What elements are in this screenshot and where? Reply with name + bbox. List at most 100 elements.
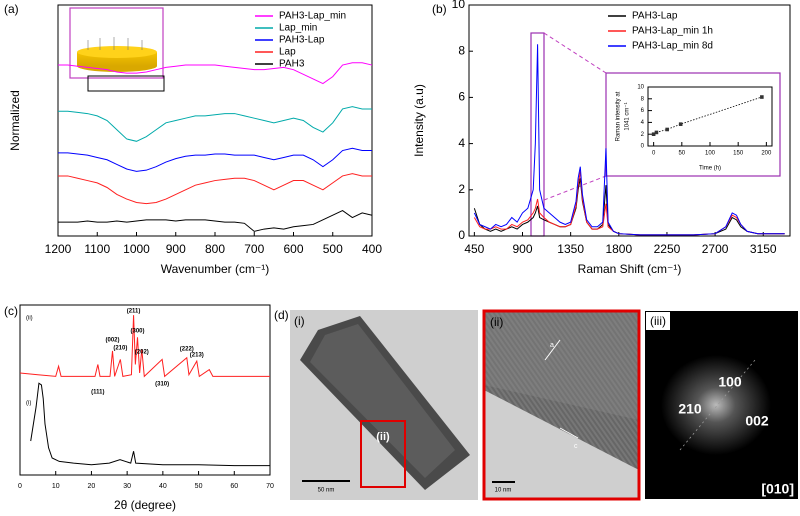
series-label: (i) [26, 401, 31, 407]
direction-label: c [574, 443, 578, 450]
x-axis-label: Raman Shift (cm⁻¹) [578, 262, 682, 276]
x-tick-label: 3150 [750, 242, 777, 256]
x-tick-label: 600 [283, 242, 303, 256]
panel-label: (d) [274, 308, 289, 322]
legend-label: Lap [279, 47, 296, 58]
peak-label: (310) [155, 382, 169, 388]
x-tick-label: 0 [18, 483, 22, 490]
image-label: (i) [294, 314, 305, 328]
image-label: (ii) [490, 315, 503, 329]
x-tick-label: 500 [323, 242, 343, 256]
direction-label: a [550, 342, 554, 349]
x-tick-label: 20 [88, 483, 96, 490]
legend-label: PAH3-Lap_min 1h [632, 26, 713, 37]
legend-label: PAH3-Lap_min [279, 11, 346, 22]
series-line [473, 178, 785, 236]
y-tick-label: 6 [641, 108, 645, 114]
y-tick-label: 8 [458, 43, 465, 57]
x-tick-label: 40 [159, 483, 167, 490]
series-line [58, 147, 372, 172]
legend-label: PAH3-Lap [279, 35, 325, 46]
y-tick-label: 10 [452, 0, 466, 11]
peak-label: (211) [127, 309, 141, 315]
legend-label: PAH3-Lap_min 8d [632, 41, 713, 52]
spot-label: 210 [678, 401, 702, 417]
surface-schematic [69, 7, 165, 92]
series-label: (ii) [26, 316, 33, 322]
panel-label: (b) [432, 2, 447, 16]
x-tick-label: 900 [512, 242, 532, 256]
tem-image-1: (i) (ii) 50 nm [290, 310, 478, 500]
x-tick-label: 60 [230, 483, 238, 490]
series-line [58, 210, 373, 232]
series-line [473, 44, 785, 236]
y-tick-label: 2 [641, 132, 645, 138]
point [654, 130, 659, 135]
x-axis-label: Wavenumber (cm⁻¹) [161, 262, 270, 276]
x-tick-label: 450 [464, 242, 484, 256]
spot-label: 002 [745, 413, 769, 429]
x-tick-label: 400 [362, 242, 382, 256]
x-axis-label: Time (h) [699, 166, 721, 172]
y-axis-label: Normalized [8, 90, 22, 151]
trend-line [653, 96, 762, 135]
peak-label: (213) [190, 353, 204, 359]
panel-label: (c) [4, 304, 18, 318]
scale-bar-label: 10 nm [495, 488, 512, 494]
x-tick-label: 900 [166, 242, 186, 256]
x-tick-label: 2250 [654, 242, 681, 256]
x-tick-label: 10 [52, 483, 60, 490]
x-tick-label: 100 [705, 151, 716, 157]
legend-label: Lap_min [279, 23, 317, 34]
plot-frame [468, 4, 791, 237]
x-tick-label: 200 [761, 151, 772, 157]
series-line [58, 173, 372, 205]
peak-label: (210) [113, 346, 127, 352]
scale-bar-label: 50 nm [318, 488, 335, 494]
point [665, 127, 669, 132]
x-tick-label: 30 [123, 483, 131, 490]
fft-image: (iii) 100 210 002 [010] [645, 311, 798, 499]
point [678, 122, 683, 126]
series-line [58, 62, 373, 85]
y-tick-label: 10 [637, 85, 644, 91]
x-tick-label: 1200 [45, 242, 72, 256]
x-tick-label: 50 [678, 151, 685, 157]
x-tick-label: 800 [205, 242, 225, 256]
series-line [19, 315, 270, 378]
image-label: (iii) [650, 314, 666, 328]
peak-highlight [530, 32, 781, 237]
peak-label: (002) [105, 338, 119, 344]
y-tick-label: 4 [458, 136, 465, 150]
y-axis-label: 1041 cm⁻¹ [625, 102, 631, 130]
peak-label: (202) [135, 350, 149, 356]
spot-label: 100 [718, 374, 742, 390]
y-tick-label: 0 [458, 228, 465, 242]
tem-image-2: (ii) a c 10 nm [482, 309, 641, 501]
y-tick-label: 8 [641, 96, 645, 102]
point [651, 132, 656, 136]
y-tick-label: 0 [641, 144, 645, 150]
legend-label: PAH3 [279, 59, 305, 70]
y-tick-label: 4 [641, 120, 645, 126]
y-tick-label: 2 [458, 182, 465, 196]
y-tick-label: 6 [458, 90, 465, 104]
y-axis-label: Intensity (a.u) [412, 84, 426, 157]
point [760, 95, 764, 99]
peak-label: (222) [180, 347, 194, 353]
x-tick-label: 1350 [557, 242, 584, 256]
x-tick-label: 70 [266, 483, 274, 490]
x-tick-label: 1000 [123, 242, 150, 256]
panel-label: (a) [4, 2, 19, 16]
legend-label: PAH3-Lap [632, 11, 678, 22]
x-axis-label: 2θ (degree) [114, 498, 176, 512]
x-tick-label: 150 [733, 151, 744, 157]
x-tick-label: 50 [195, 483, 203, 490]
series-line [30, 382, 270, 467]
x-tick-label: 1100 [84, 242, 110, 256]
plot-frame [19, 304, 271, 476]
x-tick-label: 2700 [702, 242, 729, 256]
inset-label: (ii) [376, 431, 390, 443]
